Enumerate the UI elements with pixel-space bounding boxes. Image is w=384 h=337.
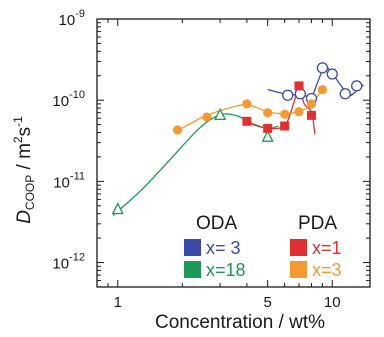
- data-point: [306, 110, 316, 120]
- data-point: [294, 81, 304, 91]
- legend: ODA PDA x= 3 x=1 x=18 x=3: [184, 213, 342, 280]
- series-curve-1: [112, 113, 279, 216]
- legend-heading-pda: PDA: [298, 213, 337, 234]
- data-point: [261, 129, 274, 142]
- plot-frame: [96, 18, 371, 288]
- data-point: [280, 121, 290, 131]
- data-point: [294, 107, 304, 117]
- data-point: [263, 123, 273, 133]
- legend-swatch-pda-x1: [290, 239, 307, 256]
- legend-heading-oda: ODA: [196, 213, 238, 234]
- tick-labels: 1 5 10 10-12 10-11 10-10 10-9: [52, 8, 340, 311]
- data-point: [242, 99, 252, 109]
- data-points: [111, 62, 363, 215]
- data-point: [326, 68, 338, 80]
- legend-label-oda-x3: x= 3: [206, 238, 241, 258]
- legend-swatch-oda-x18: [184, 261, 201, 278]
- axes-frame: [96, 18, 371, 288]
- data-point: [214, 107, 227, 121]
- x-tick-label: 5: [264, 294, 272, 311]
- y-tick-label: 10-11: [53, 170, 85, 191]
- legend-swatch-oda-x3: [184, 239, 201, 256]
- x-tick-label: 10: [324, 294, 341, 311]
- x-axis-title: Concentration / wt%: [155, 312, 325, 333]
- x-tick-label: 1: [114, 294, 122, 311]
- data-point: [316, 62, 329, 74]
- data-point: [202, 112, 212, 122]
- data-point: [282, 89, 294, 101]
- data-point: [306, 99, 317, 109]
- data-point: [280, 109, 290, 119]
- legend-label-pda-x3: x=3: [312, 260, 342, 280]
- data-point: [351, 80, 363, 92]
- data-point: [111, 202, 124, 215]
- data-point: [172, 125, 183, 135]
- data-point: [339, 88, 351, 100]
- y-tick-label: 10-10: [52, 89, 85, 110]
- y-axis-title: DCOOP / m2s-1: [11, 116, 37, 224]
- y-tick-label: 10-9: [59, 8, 85, 29]
- legend-swatch-pda-x3: [290, 261, 307, 278]
- data-point: [263, 108, 273, 118]
- y-tick-label: 10-12: [52, 252, 85, 273]
- legend-label-oda-x18: x=18: [206, 260, 246, 280]
- data-point: [242, 116, 252, 126]
- data-point: [317, 85, 328, 95]
- legend-label-pda-x1: x=1: [312, 238, 342, 258]
